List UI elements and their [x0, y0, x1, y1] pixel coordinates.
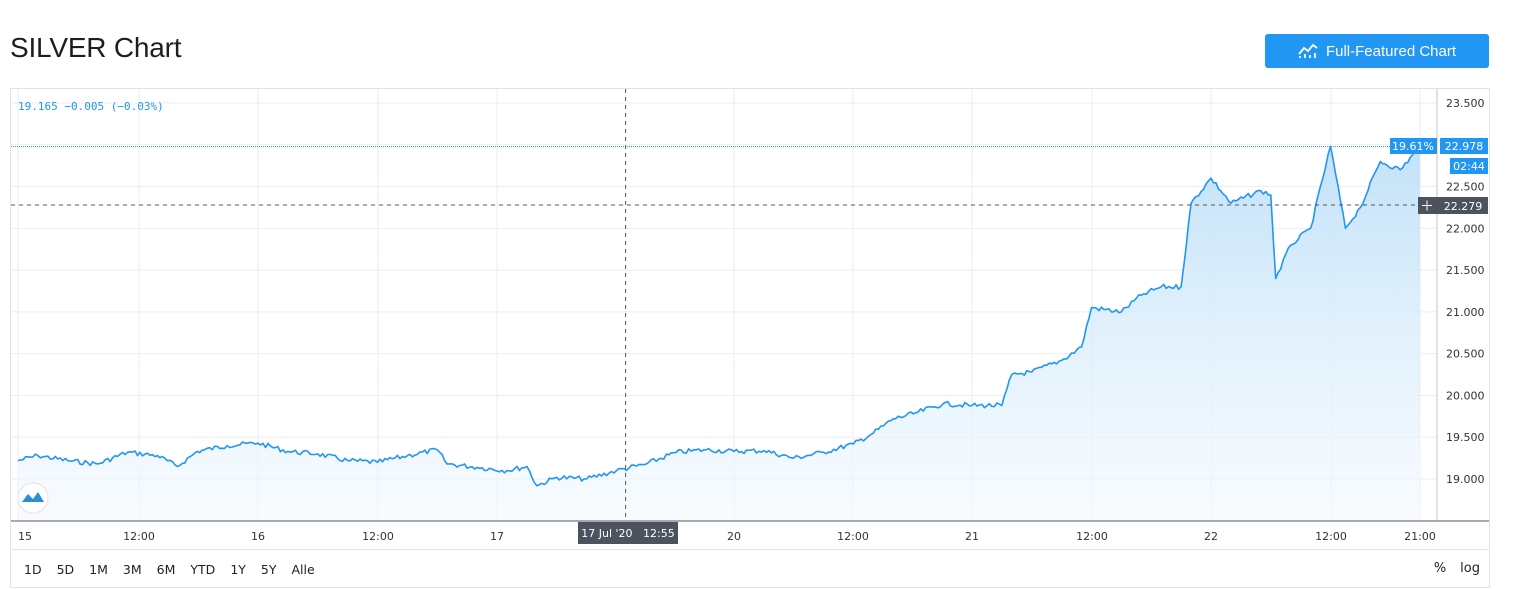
- chart-line-icon: [1298, 43, 1318, 58]
- x-tick-label: 21: [965, 530, 979, 543]
- page-title: SILVER Chart: [10, 32, 182, 63]
- percent-scale-button[interactable]: %: [1433, 561, 1447, 576]
- crosshair-price-text: 22.279: [1444, 200, 1483, 213]
- y-tick-label: 19.000: [1446, 473, 1485, 486]
- y-tick-label: 20.000: [1446, 389, 1485, 402]
- x-tick-label: 21:00: [1404, 530, 1436, 543]
- crosshair-time-text: 17 Jul '20 12:55: [581, 527, 674, 540]
- scale-buttons: % log: [1434, 561, 1480, 576]
- full-featured-chart-button[interactable]: Full-Featured Chart: [1265, 34, 1489, 68]
- x-tick-label: 12:00: [1076, 530, 1108, 543]
- ohlc-legend: 19.165 −0.005 (−0.03%): [18, 100, 164, 113]
- range-5y-button[interactable]: 5Y: [260, 561, 277, 577]
- y-tick-label: 20.500: [1446, 348, 1485, 361]
- crosshair-price-tag: 22.279: [1418, 197, 1488, 214]
- x-tick-label: 17: [490, 530, 504, 543]
- y-tick-label: 22.500: [1446, 181, 1485, 194]
- log-scale-button[interactable]: log: [1460, 561, 1480, 576]
- y-tick-label: 21.000: [1446, 306, 1485, 319]
- axes: 19.000 19.500 20.000 20.500 21.000 21.500 22.0…: [11, 89, 1489, 543]
- range-5d-button[interactable]: 5D: [56, 561, 75, 577]
- range-ytd-button[interactable]: YTD: [190, 561, 216, 577]
- x-tick-label: 16: [251, 530, 265, 543]
- y-tick-label: 23.500: [1446, 97, 1485, 110]
- countdown-text: 02:44: [1453, 160, 1485, 173]
- range-buttons: 1D 5D 1M 3M 6M YTD 1Y 5Y Alle: [24, 562, 330, 577]
- range-1m-button[interactable]: 1M: [89, 561, 108, 577]
- x-tick-label: 12:00: [837, 530, 869, 543]
- x-tick-label: 12:00: [123, 530, 155, 543]
- x-tick-label: 15: [18, 530, 32, 543]
- price-line: [17, 145, 1421, 487]
- countdown-tag: 02:44: [1450, 158, 1488, 174]
- price-area: [18, 146, 1421, 520]
- x-tick-label: 12:00: [1315, 530, 1347, 543]
- price-chart[interactable]: 19.000 19.500 20.000 20.500 21.000 21.500 22.0…: [0, 0, 1522, 549]
- last-price-tag: 22.978: [1440, 138, 1488, 154]
- range-3m-button[interactable]: 3M: [122, 561, 142, 577]
- x-tick-label: 20: [727, 530, 741, 543]
- y-tick-label: 22.000: [1446, 222, 1485, 235]
- percent-tag: 19.61%: [1390, 138, 1437, 154]
- crosshair-time-tag: 17 Jul '20 12:55: [578, 522, 678, 544]
- tradingview-logo[interactable]: [17, 482, 49, 514]
- range-1y-button[interactable]: 1Y: [230, 561, 246, 577]
- last-price-text: 22.978: [1445, 140, 1484, 153]
- range-1d-button[interactable]: 1D: [24, 561, 42, 577]
- x-tick-label: 12:00: [362, 530, 394, 543]
- x-tick-label: 22: [1204, 530, 1218, 543]
- full-featured-chart-label: Full-Featured Chart: [1325, 42, 1457, 60]
- grid: [11, 89, 1437, 520]
- y-tick-label: 21.500: [1446, 264, 1485, 277]
- range-all-button[interactable]: Alle: [291, 561, 315, 577]
- percent-tag-text: 19.61%: [1392, 140, 1434, 153]
- range-toolbar: 1D 5D 1M 3M 6M YTD 1Y 5Y Alle % log: [10, 549, 1490, 588]
- chart-frame: [10, 88, 1490, 588]
- range-6m-button[interactable]: 6M: [156, 561, 176, 577]
- y-tick-label: 19.500: [1446, 431, 1485, 444]
